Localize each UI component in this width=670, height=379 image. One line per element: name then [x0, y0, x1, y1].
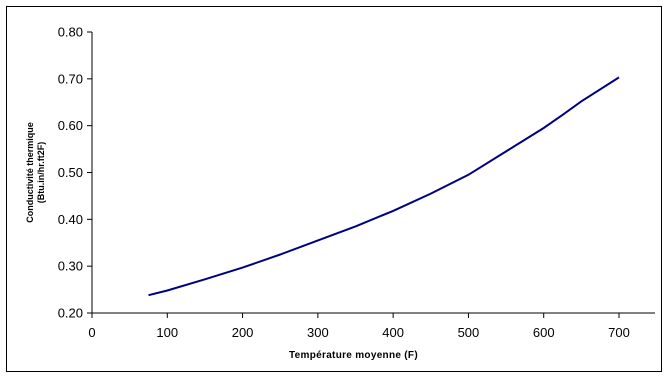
series-line — [148, 76, 620, 297]
y-tick-label: 0.20 — [58, 306, 83, 321]
x-tick-label: 600 — [533, 325, 555, 340]
x-tick-label: 100 — [156, 325, 178, 340]
x-tick-label: 0 — [88, 325, 95, 340]
x-tick-label: 400 — [382, 325, 404, 340]
x-axis-title: Température moyenne (F) — [289, 350, 418, 361]
y-axis-title-line: Conductivité thermique — [25, 122, 35, 223]
x-tick-label: 200 — [232, 325, 254, 340]
y-axis-title-line: (Btu.in/hr.ft2F) — [36, 142, 46, 204]
y-tick-label: 0.80 — [58, 25, 83, 40]
x-tick-label: 300 — [307, 325, 329, 340]
y-tick-label: 0.70 — [58, 71, 83, 86]
y-tick-label: 0.50 — [58, 165, 83, 180]
x-tick-label: 700 — [608, 325, 630, 340]
y-tick-label: 0.30 — [58, 259, 83, 274]
x-tick-label: 500 — [458, 325, 480, 340]
series-group — [148, 76, 620, 297]
y-tick-label: 0.60 — [58, 118, 83, 133]
tick-labels: 0.20 0.30 0.40 0.50 0.60 0.70 0.80 0 100 200 300 40… — [58, 25, 630, 341]
axes — [87, 31, 655, 318]
y-axis-title: Conductivité thermique (Btu.in/hr.ft2F) — [25, 122, 46, 223]
chart-frame — [6, 6, 662, 372]
y-tick-label: 0.40 — [58, 212, 83, 227]
